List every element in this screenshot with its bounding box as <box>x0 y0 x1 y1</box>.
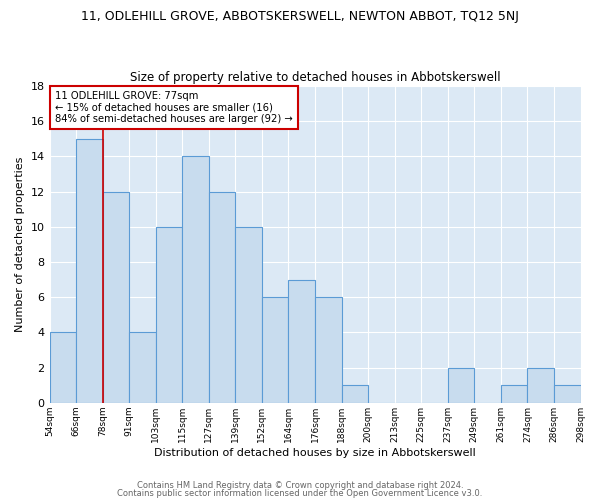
Y-axis label: Number of detached properties: Number of detached properties <box>15 156 25 332</box>
Bar <box>182 156 209 403</box>
Bar <box>235 227 262 403</box>
Bar <box>315 297 341 403</box>
Title: Size of property relative to detached houses in Abbotskerswell: Size of property relative to detached ho… <box>130 70 500 84</box>
Text: Contains public sector information licensed under the Open Government Licence v3: Contains public sector information licen… <box>118 488 482 498</box>
Text: 11 ODLEHILL GROVE: 77sqm
← 15% of detached houses are smaller (16)
84% of semi-d: 11 ODLEHILL GROVE: 77sqm ← 15% of detach… <box>55 91 293 124</box>
Bar <box>262 297 289 403</box>
Bar <box>103 192 129 403</box>
Text: 11, ODLEHILL GROVE, ABBOTSKERSWELL, NEWTON ABBOT, TQ12 5NJ: 11, ODLEHILL GROVE, ABBOTSKERSWELL, NEWT… <box>81 10 519 23</box>
Bar <box>554 385 581 403</box>
Bar <box>527 368 554 403</box>
Bar <box>50 332 76 403</box>
Bar <box>156 227 182 403</box>
Bar <box>501 385 527 403</box>
Text: Contains HM Land Registry data © Crown copyright and database right 2024.: Contains HM Land Registry data © Crown c… <box>137 481 463 490</box>
Bar <box>209 192 235 403</box>
Bar <box>129 332 156 403</box>
Bar <box>289 280 315 403</box>
Bar <box>448 368 475 403</box>
Bar <box>76 139 103 403</box>
Bar <box>341 385 368 403</box>
X-axis label: Distribution of detached houses by size in Abbotskerswell: Distribution of detached houses by size … <box>154 448 476 458</box>
